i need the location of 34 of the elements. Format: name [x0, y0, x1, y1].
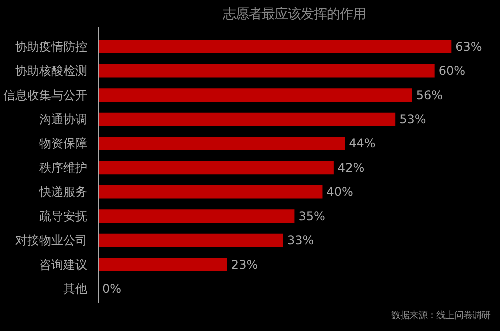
y-tick-label: 快递服务	[38, 185, 88, 200]
bar	[98, 64, 435, 78]
data-label: 44%	[349, 136, 376, 151]
data-label: 53%	[400, 112, 426, 126]
y-tick-label: 协助核酸检测	[16, 64, 88, 78]
bar	[98, 161, 334, 175]
y-tick-label: 对接物业公司	[16, 234, 88, 248]
bar	[98, 88, 412, 102]
data-label: 42%	[338, 160, 365, 175]
data-label: 33%	[287, 234, 314, 248]
data-label: 56%	[416, 88, 444, 102]
data-label: 40%	[326, 185, 354, 200]
y-tick-label: 其他	[64, 282, 88, 296]
bar	[98, 185, 323, 199]
y-tick-label: 咨询建议	[40, 258, 88, 272]
bar	[98, 234, 284, 248]
bar	[98, 112, 396, 126]
chart-title: 志愿者最应该发挥的作用	[223, 6, 366, 22]
y-tick-label: 沟通协调	[40, 112, 88, 126]
source-note: 数据来源：线上问卷调研	[392, 310, 490, 322]
y-tick-label: 物资保障	[40, 136, 88, 151]
y-tick-label: 协助疫情防控	[16, 40, 88, 54]
bar	[98, 137, 346, 150]
y-tick-label: 信息收集与公开	[4, 88, 88, 102]
y-tick-label: 秩序维护	[40, 160, 88, 175]
data-label: 63%	[456, 40, 482, 54]
data-label: 23%	[231, 258, 258, 272]
y-tick-label: 疏导安抚	[40, 209, 88, 224]
data-label: 60%	[438, 64, 466, 78]
bar	[98, 210, 295, 223]
data-label: 0%	[102, 282, 122, 296]
data-label: 35%	[298, 209, 326, 224]
bar	[98, 40, 452, 54]
bar	[98, 258, 228, 272]
